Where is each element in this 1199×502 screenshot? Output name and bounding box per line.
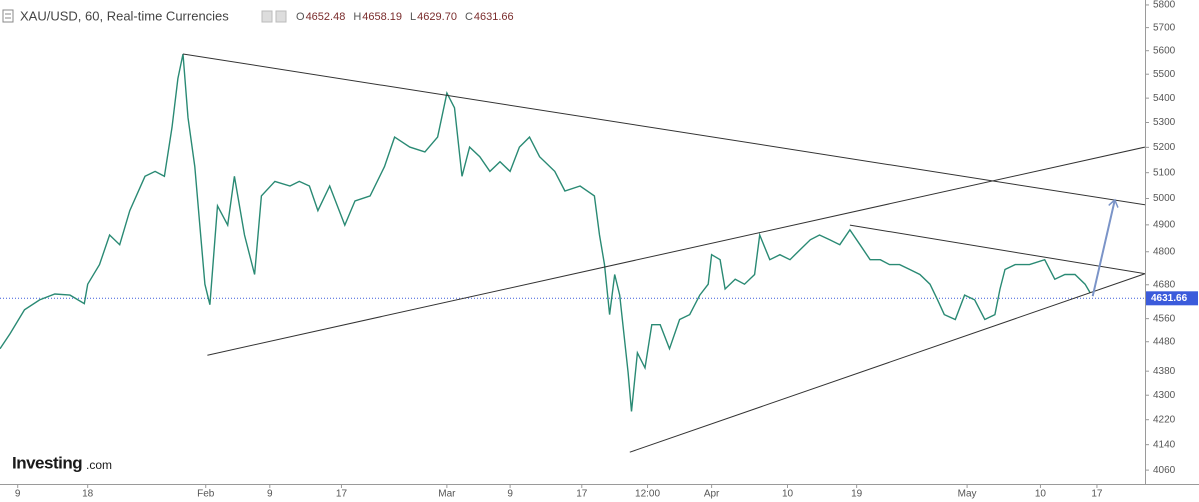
ohlc-label: C [465,11,473,23]
x-tick-label: 10 [1035,489,1047,500]
y-tick-label: 4680 [1153,279,1176,290]
ohlc-label: O [296,11,305,23]
trendline [849,224,1145,275]
x-tick-label: 9 [15,489,21,500]
y-tick-label: 5300 [1153,117,1176,128]
y-tick-label: 5100 [1153,167,1176,178]
y-tick-label: 5000 [1153,193,1176,204]
y-tick-label: 4800 [1153,246,1176,257]
trendline [182,53,1145,206]
close-icon[interactable] [275,10,287,23]
y-tick-label: 4220 [1153,414,1176,425]
price-line [0,53,1091,412]
y-tick-label: 4560 [1153,313,1176,324]
y-tick-label: 5400 [1153,93,1176,104]
legend-header: XAU/USD, 60, Real-time Currencies O 4652.… [2,8,514,23]
ohlc-value: 4629.70 [417,11,457,23]
symbol-title: XAU/USD, 60, Real-time Currencies [20,8,229,23]
x-tick-label: 17 [576,489,588,500]
y-tick-label: 4480 [1153,336,1176,347]
y-tick-label: 5500 [1153,69,1176,80]
x-tick-label: 17 [1091,489,1103,500]
x-tick-label: 17 [336,489,348,500]
x-tick-label: Mar [438,489,456,500]
y-tick-label: 4140 [1153,439,1176,450]
ohlc-value: 4652.48 [306,11,346,23]
y-tick-label: 4060 [1153,465,1176,476]
x-tick-label: 10 [782,489,794,500]
brand-suffix: .com [86,458,112,472]
y-tick-label: 4300 [1153,390,1176,401]
y-tick-label: 5700 [1153,22,1176,33]
x-tick-label: May [958,489,977,500]
trendline [207,146,1145,356]
y-tick-label: 4380 [1153,366,1176,377]
y-tick-label: 5200 [1153,142,1176,153]
ohlc-label: L [410,11,416,23]
ohlc-label: H [353,11,361,23]
settings-icon[interactable] [261,10,273,23]
menu-icon[interactable] [2,9,14,23]
price-tag [1146,291,1198,306]
arrow [1091,201,1115,297]
y-tick-label: 5800 [1153,0,1176,11]
trendline [629,273,1145,453]
x-tick-label: Feb [197,489,215,500]
x-tick-label: 18 [82,489,94,500]
x-tick-label: 9 [507,489,513,500]
x-tick-label: 12:00 [635,489,660,500]
plot-area [0,53,1145,453]
price-tag-label: 4631.66 [1151,293,1188,304]
x-tick-label: 19 [851,489,863,500]
ohlc-value: 4631.66 [474,11,514,23]
logo: Investing .com [12,453,112,472]
x-tick-label: 9 [267,489,273,500]
y-tick-label: 4900 [1153,219,1176,230]
ohlc-value: 4658.19 [362,11,402,23]
x-tick-label: Apr [704,489,720,500]
brand-name: Investing [12,453,82,472]
y-tick-label: 5600 [1153,45,1176,56]
